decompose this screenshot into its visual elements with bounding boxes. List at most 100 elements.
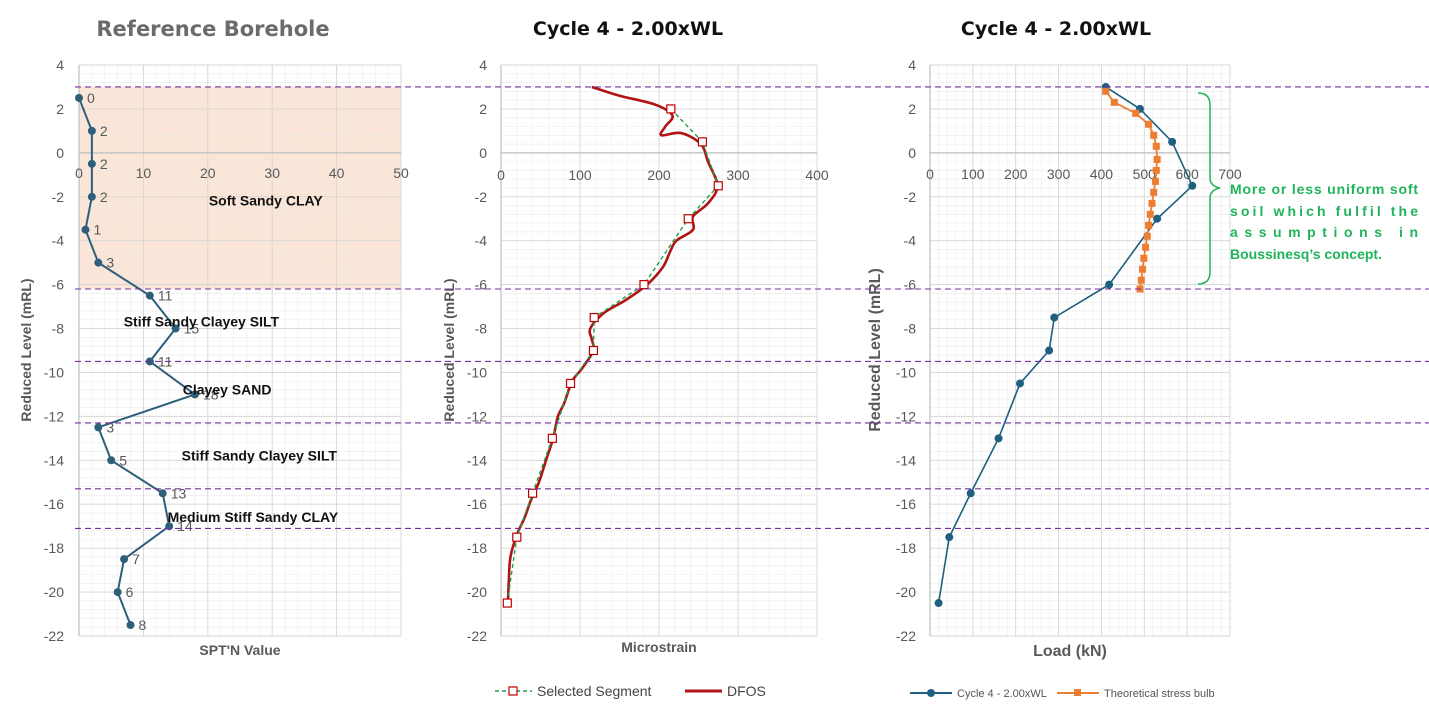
spt-point bbox=[107, 456, 116, 465]
spt-data-label: 11 bbox=[158, 288, 173, 304]
y-tick-label: -10 bbox=[467, 364, 487, 380]
y-tick-label: -14 bbox=[44, 452, 64, 468]
chart3-title: Cycle 4 - 2.00xWL bbox=[961, 18, 1151, 40]
cycle4-point bbox=[934, 599, 943, 608]
cycle4-point bbox=[945, 533, 954, 542]
spt-point bbox=[120, 555, 129, 564]
y-tick-label: 0 bbox=[56, 145, 64, 161]
stress-bulb-point bbox=[1145, 221, 1153, 229]
chart3-legend: Cycle 4 - 2.00xWL Theoretical stress bul… bbox=[910, 688, 1215, 700]
x-tick-label: 30 bbox=[264, 165, 280, 181]
spt-data-label: 3 bbox=[106, 419, 114, 435]
x-tick-label: 200 bbox=[1004, 166, 1028, 182]
y-tick-label: -6 bbox=[52, 277, 65, 293]
soil-layer-label: Soft Sandy CLAY bbox=[209, 193, 323, 209]
y-tick-label: -18 bbox=[467, 540, 487, 556]
x-tick-label: 300 bbox=[1047, 166, 1071, 182]
cycle4-point bbox=[1188, 181, 1197, 190]
annotation-line-3: assumptions in bbox=[1230, 224, 1418, 240]
y-tick-label: -6 bbox=[475, 277, 488, 293]
spt-data-label: 0 bbox=[87, 90, 95, 106]
cycle4-point bbox=[1050, 313, 1059, 322]
stress-bulb-point bbox=[1152, 166, 1160, 174]
load-chart: 0 100 200 300 400 500 600 700420-2-4-6-8-10-12-… bbox=[896, 57, 1242, 644]
selected-segment-line bbox=[506, 108, 720, 604]
spt-data-label: 5 bbox=[119, 452, 127, 468]
spt-data-label: 8 bbox=[139, 617, 147, 633]
stress-bulb-point bbox=[1151, 177, 1159, 185]
annotation-line-4: Boussinesq’s concept. bbox=[1230, 246, 1382, 262]
stress-bulb-point bbox=[1150, 188, 1158, 196]
soil-layer-label: Clayey SAND bbox=[183, 381, 272, 397]
chart3-xlabel: Load (kN) bbox=[1033, 643, 1107, 660]
annotation-line-1: More or less uniform soft bbox=[1230, 181, 1418, 197]
annotation-brace bbox=[1197, 92, 1221, 285]
chart2-legend: Selected Segment DFOS bbox=[495, 683, 766, 699]
y-tick-label: -22 bbox=[467, 628, 487, 644]
chart2-ylabel: Reduced Level (mRL) bbox=[441, 278, 457, 421]
x-tick-label: 500 bbox=[1133, 166, 1157, 182]
y-tick-label: -18 bbox=[44, 540, 64, 556]
spt-data-label: 14 bbox=[177, 518, 193, 534]
y-tick-label: -4 bbox=[475, 233, 488, 249]
legend-selected-segment-label: Selected Segment bbox=[537, 683, 652, 699]
stress-bulb-point bbox=[1150, 131, 1158, 139]
stress-bulb-point bbox=[1140, 254, 1148, 262]
cycle4-point bbox=[1168, 137, 1177, 146]
y-tick-label: -6 bbox=[904, 277, 917, 293]
legend-dfos-label: DFOS bbox=[727, 683, 766, 699]
spt-point bbox=[81, 225, 90, 234]
y-tick-label: -20 bbox=[44, 584, 64, 600]
layer-boundary-lines bbox=[75, 86, 1429, 529]
y-tick-label: -8 bbox=[52, 321, 65, 337]
stress-bulb-point bbox=[1142, 243, 1150, 251]
spt-point bbox=[190, 390, 199, 399]
y-tick-label: -20 bbox=[467, 584, 487, 600]
stress-bulb-point bbox=[1153, 155, 1161, 163]
selected-segment-point bbox=[713, 181, 723, 191]
y-tick-label: -12 bbox=[44, 408, 64, 424]
y-tick-label: -14 bbox=[896, 452, 916, 468]
spt-point bbox=[94, 423, 103, 432]
legend-stress-bulb-label: Theoretical stress bulb bbox=[1104, 688, 1215, 700]
spt-point bbox=[94, 258, 103, 267]
dfos-series-line bbox=[506, 85, 719, 599]
cycle4-point bbox=[966, 489, 975, 498]
y-tick-label: -2 bbox=[904, 189, 917, 205]
cycle4-series-line bbox=[937, 86, 1194, 604]
stress-bulb-point bbox=[1148, 199, 1156, 207]
y-tick-label: -16 bbox=[896, 496, 916, 512]
y-tick-label: -12 bbox=[467, 408, 487, 424]
selected-segment-point bbox=[588, 345, 599, 356]
y-tick-label: 2 bbox=[908, 101, 916, 117]
spt-data-label: 15 bbox=[184, 321, 200, 337]
stress-bulb-point bbox=[1145, 120, 1153, 128]
chart3-ylabel: Reduced Level (mRL) bbox=[867, 268, 884, 432]
spt-point bbox=[171, 324, 180, 333]
x-tick-label: 20 bbox=[200, 165, 216, 181]
spt-point bbox=[158, 489, 167, 498]
y-tick-label: -8 bbox=[475, 321, 488, 337]
y-tick-label: 2 bbox=[479, 101, 487, 117]
stress-bulb-point bbox=[1132, 109, 1140, 117]
spt-data-label: 1 bbox=[93, 222, 101, 238]
y-tick-label: -4 bbox=[904, 233, 917, 249]
x-tick-label: 400 bbox=[805, 167, 829, 183]
x-tick-label: 200 bbox=[647, 167, 671, 183]
y-tick-label: -12 bbox=[896, 408, 916, 424]
spt-data-label: 6 bbox=[126, 584, 134, 600]
stress-bulb-point bbox=[1137, 276, 1145, 284]
y-tick-label: 2 bbox=[56, 101, 64, 117]
x-tick-label: 400 bbox=[1090, 166, 1114, 182]
y-tick-label: 4 bbox=[908, 57, 916, 73]
spt-data-label: 13 bbox=[171, 485, 187, 501]
cycle4-point bbox=[994, 434, 1003, 443]
spt-point bbox=[87, 159, 96, 168]
y-tick-label: -22 bbox=[896, 628, 916, 644]
chart1-ylabel: Reduced Level (mRL) bbox=[18, 278, 34, 421]
x-tick-label: 50 bbox=[393, 165, 409, 181]
x-tick-label: 100 bbox=[568, 167, 592, 183]
selected-segment-point bbox=[697, 137, 708, 147]
y-tick-label: -16 bbox=[44, 496, 64, 512]
